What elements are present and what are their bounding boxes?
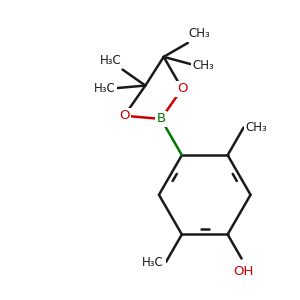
Text: O: O bbox=[119, 109, 130, 122]
Text: CH₃: CH₃ bbox=[189, 27, 211, 40]
Text: H₃C: H₃C bbox=[142, 256, 164, 268]
Text: H₃C: H₃C bbox=[94, 82, 116, 95]
Text: O: O bbox=[177, 82, 187, 95]
Text: OH: OH bbox=[233, 265, 254, 278]
Text: B: B bbox=[156, 112, 166, 125]
Text: CH₃: CH₃ bbox=[246, 121, 267, 134]
Text: CH₃: CH₃ bbox=[193, 58, 214, 72]
Text: H₃C: H₃C bbox=[100, 54, 122, 67]
